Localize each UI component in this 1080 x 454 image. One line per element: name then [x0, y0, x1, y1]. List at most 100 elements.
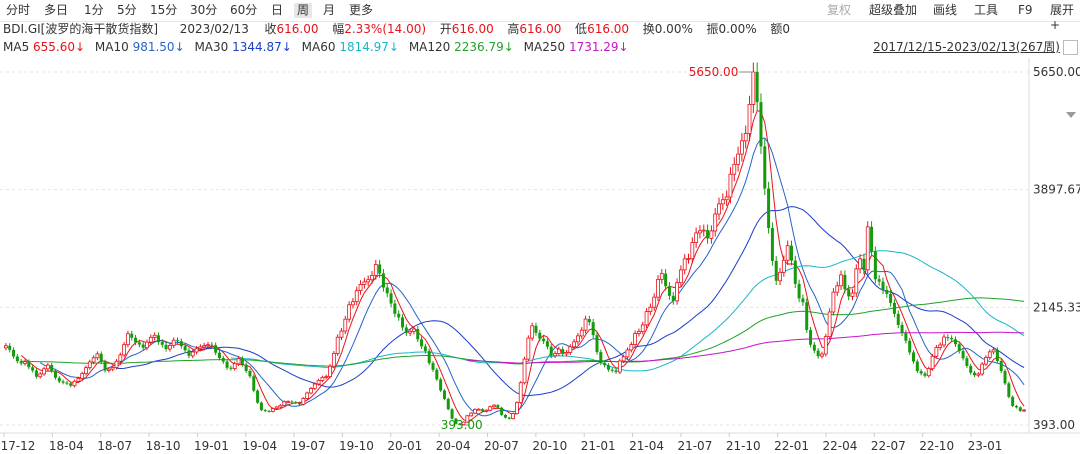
- candle-body: [1014, 405, 1018, 408]
- candle-body: [870, 226, 874, 252]
- candle-body: [458, 423, 462, 425]
- tab-more[interactable]: 更多: [349, 3, 374, 17]
- tab-1min[interactable]: 1分: [84, 3, 104, 17]
- candle-body: [301, 398, 306, 405]
- tab-60min[interactable]: 60分: [230, 3, 258, 17]
- candle-body: [538, 332, 542, 339]
- candle-body: [343, 318, 348, 332]
- candle-body: [1007, 383, 1011, 397]
- draw-line-button[interactable]: 画线: [933, 3, 958, 17]
- candle-body: [358, 283, 363, 292]
- tab-daily[interactable]: 日: [271, 3, 284, 17]
- candle-body: [930, 355, 935, 370]
- max-price-label: 5650.00: [689, 65, 739, 79]
- candle-body: [42, 368, 46, 375]
- candle-body: [942, 336, 946, 346]
- collapse-arrow-icon[interactable]: [1066, 112, 1076, 118]
- ma10-value: 981.50↓: [132, 40, 185, 54]
- candle-body: [309, 388, 313, 394]
- candle-body: [72, 380, 77, 387]
- candle-body: [717, 203, 721, 215]
- candle-body: [503, 414, 507, 418]
- tab-30min[interactable]: 30分: [190, 3, 218, 17]
- candle-body: [294, 402, 298, 404]
- candle-body: [606, 365, 610, 370]
- range-toggle-box[interactable]: [1063, 40, 1078, 55]
- candle-body: [87, 361, 92, 369]
- expand-button[interactable]: 展开+: [1050, 3, 1075, 32]
- candle-body: [435, 369, 439, 380]
- candle-body: [423, 346, 427, 352]
- candle-body: [194, 348, 199, 353]
- candle-body: [370, 274, 374, 281]
- candle-body: [500, 407, 504, 415]
- candle-body: [167, 345, 172, 350]
- candle-body: [488, 406, 493, 411]
- candle-body: [106, 368, 111, 371]
- candle-body: [789, 245, 793, 261]
- candle-body: [568, 346, 573, 353]
- open-label: 开: [439, 22, 452, 36]
- candle-body: [176, 340, 180, 342]
- candle-body: [595, 335, 599, 353]
- candle-body: [190, 351, 195, 357]
- candle-body: [298, 402, 302, 405]
- candle-body: [625, 349, 630, 358]
- x-tick-label: 18-04: [49, 439, 84, 453]
- candle-body: [378, 264, 382, 274]
- candle-body: [561, 349, 565, 354]
- candle-body: [526, 337, 531, 360]
- candle-body: [701, 229, 706, 232]
- candle-body: [572, 341, 577, 348]
- candle-body: [542, 338, 546, 342]
- tab-multi-day[interactable]: 多日: [44, 3, 69, 17]
- candle-body: [1018, 407, 1022, 411]
- candle-body: [957, 344, 961, 352]
- tab-intraday[interactable]: 分时: [6, 3, 31, 17]
- candle-body: [564, 352, 569, 355]
- candle-body: [637, 331, 641, 334]
- x-tick-label: 21-10: [726, 439, 761, 453]
- candle-body: [278, 404, 283, 408]
- candle-body: [801, 298, 805, 303]
- tab-5min[interactable]: 5分: [117, 3, 137, 17]
- tab-monthly[interactable]: 月: [323, 3, 336, 17]
- candle-body: [873, 251, 877, 280]
- tab-15min[interactable]: 15分: [150, 3, 178, 17]
- candle-body: [728, 173, 733, 198]
- x-tick-label: 20-01: [387, 439, 422, 453]
- f9-button[interactable]: F9: [1018, 3, 1033, 17]
- candle-body: [648, 306, 653, 312]
- candle-body: [91, 357, 96, 363]
- super-overlay-button[interactable]: 超级叠加: [869, 3, 918, 17]
- candle-body: [256, 390, 260, 403]
- stock-info-bar: BDI.GI[波罗的海干散货指数] 2023/02/13 收616.00 幅2.…: [3, 22, 790, 37]
- candle-body: [57, 377, 61, 382]
- tools-button[interactable]: 工具: [974, 3, 999, 17]
- candle-body: [640, 324, 645, 332]
- candle-body: [652, 296, 657, 308]
- date-range-label[interactable]: 2017/12/15-2023/02/13(267周): [873, 40, 1060, 54]
- turnover-value: 0.00%: [654, 22, 693, 36]
- candle-body: [892, 302, 896, 314]
- candle-body: [461, 421, 466, 425]
- candle-body: [827, 311, 832, 338]
- candle-body: [534, 325, 538, 333]
- candle-body: [465, 415, 470, 423]
- candle-body: [984, 357, 988, 365]
- candle-body: [4, 345, 8, 349]
- ma5-value: 655.60↓: [33, 40, 86, 54]
- candle-body: [587, 319, 591, 323]
- candle-body: [225, 361, 229, 368]
- candle-body: [576, 335, 580, 343]
- candle-body: [137, 342, 141, 345]
- tab-weekly[interactable]: 周: [294, 3, 313, 18]
- adjust-button[interactable]: 复权: [827, 3, 852, 17]
- candle-body: [549, 346, 553, 356]
- candle-body: [420, 339, 424, 347]
- candle-body: [381, 273, 385, 288]
- candle-body: [603, 362, 607, 366]
- candle-body: [976, 373, 981, 376]
- candle-body: [621, 356, 626, 362]
- candle-body: [973, 372, 977, 376]
